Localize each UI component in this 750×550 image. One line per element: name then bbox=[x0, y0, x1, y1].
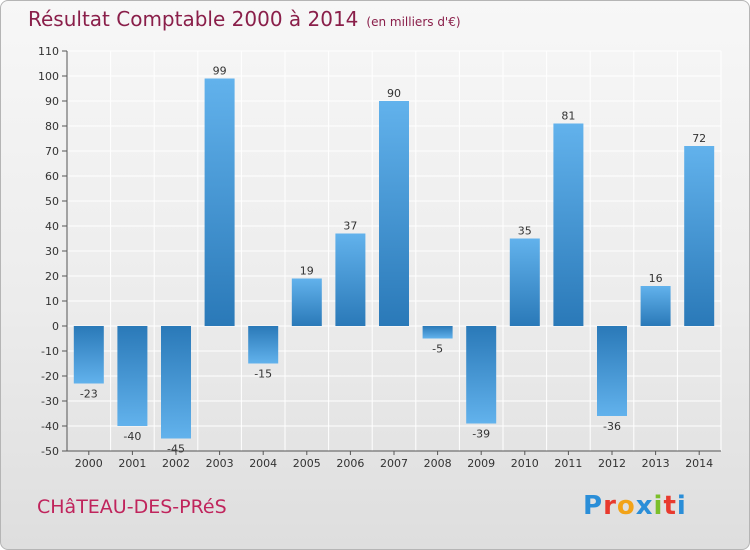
x-tick-label: 2000 bbox=[75, 457, 103, 470]
logo-letter: i bbox=[676, 491, 687, 521]
y-tick-label: -40 bbox=[41, 420, 59, 433]
bar bbox=[553, 123, 584, 326]
data-label: -40 bbox=[123, 430, 141, 443]
data-label: -5 bbox=[432, 343, 443, 356]
y-tick-label: 0 bbox=[52, 320, 59, 333]
logo-letter: t bbox=[663, 491, 677, 521]
proxiti-logo: Proxiti bbox=[583, 491, 687, 521]
bar bbox=[422, 326, 453, 339]
logo-letter: i bbox=[653, 491, 664, 521]
y-tick-label: -20 bbox=[41, 370, 59, 383]
bar bbox=[291, 278, 322, 326]
logo-letter: r bbox=[603, 491, 617, 521]
data-label: -39 bbox=[472, 428, 490, 441]
y-tick-label: 80 bbox=[45, 120, 59, 133]
bar bbox=[597, 326, 627, 416]
y-tick-label: 10 bbox=[45, 295, 59, 308]
x-tick-label: 2009 bbox=[467, 457, 495, 470]
y-tick-label: -10 bbox=[41, 345, 59, 358]
chart-title-text: Résultat Comptable 2000 à 2014 bbox=[28, 7, 359, 31]
x-tick-label: 2006 bbox=[336, 457, 364, 470]
y-tick-label: 100 bbox=[38, 70, 59, 83]
data-label: -15 bbox=[254, 368, 272, 381]
chart-subtitle: (en milliers d'€) bbox=[366, 15, 461, 29]
y-tick-label: 90 bbox=[45, 95, 59, 108]
y-tick-label: 110 bbox=[38, 45, 59, 58]
logo-letter: P bbox=[583, 491, 604, 521]
bar bbox=[684, 146, 715, 326]
x-tick-label: 2007 bbox=[380, 457, 408, 470]
bar bbox=[640, 286, 671, 326]
bar bbox=[73, 326, 104, 384]
y-tick-label: 20 bbox=[45, 270, 59, 283]
x-tick-label: 2001 bbox=[118, 457, 146, 470]
bar bbox=[248, 326, 279, 364]
bars: -23 -40 -45 99 -15 19 37 90 -5 -39 35 81 -36 16 72 bbox=[73, 65, 715, 456]
x-tick-label: 2008 bbox=[424, 457, 452, 470]
logo-letter: o bbox=[616, 491, 636, 521]
data-label: 37 bbox=[343, 220, 357, 233]
data-label: 35 bbox=[518, 225, 532, 238]
bar bbox=[204, 78, 235, 326]
y-tick-label: 30 bbox=[45, 245, 59, 258]
bar bbox=[117, 326, 148, 426]
x-tick-label: 2004 bbox=[249, 457, 277, 470]
data-label: 90 bbox=[387, 87, 401, 100]
x-tick-label: 2010 bbox=[511, 457, 539, 470]
bar bbox=[466, 326, 497, 424]
x-tick-label: 2011 bbox=[554, 457, 582, 470]
data-label: 99 bbox=[213, 65, 227, 78]
axes: -50 -40 -30 -20 -10 0 10 20 30 40 50 60 70 80 90 100 110… bbox=[38, 45, 721, 470]
data-label: -36 bbox=[603, 420, 621, 433]
data-label: 19 bbox=[300, 265, 314, 278]
y-tick-label: 50 bbox=[45, 195, 59, 208]
data-label: 72 bbox=[692, 132, 706, 145]
y-tick-label: -50 bbox=[41, 445, 59, 458]
chart-title: Résultat Comptable 2000 à 2014 (en millie… bbox=[28, 7, 461, 31]
x-tick-label: 2014 bbox=[685, 457, 713, 470]
bar bbox=[509, 238, 540, 326]
y-tick-label: 70 bbox=[45, 145, 59, 158]
bar bbox=[335, 233, 366, 326]
x-tick-label: 2002 bbox=[162, 457, 190, 470]
x-tick-label: 2003 bbox=[206, 457, 234, 470]
y-tick-label: 40 bbox=[45, 220, 59, 233]
y-tick-label: 60 bbox=[45, 170, 59, 183]
bar bbox=[379, 101, 409, 326]
logo-letter: x bbox=[635, 491, 654, 521]
x-tick-label: 2013 bbox=[642, 457, 670, 470]
commune-name: CHâTEAU-DES-PRéS bbox=[37, 496, 227, 518]
data-label: -23 bbox=[80, 388, 98, 401]
data-label: 16 bbox=[649, 272, 663, 285]
data-label: 81 bbox=[561, 110, 575, 123]
bar bbox=[161, 326, 191, 439]
y-tick-label: -30 bbox=[41, 395, 59, 408]
x-tick-label: 2005 bbox=[293, 457, 321, 470]
x-tick-label: 2012 bbox=[598, 457, 626, 470]
data-label: -45 bbox=[167, 443, 185, 456]
